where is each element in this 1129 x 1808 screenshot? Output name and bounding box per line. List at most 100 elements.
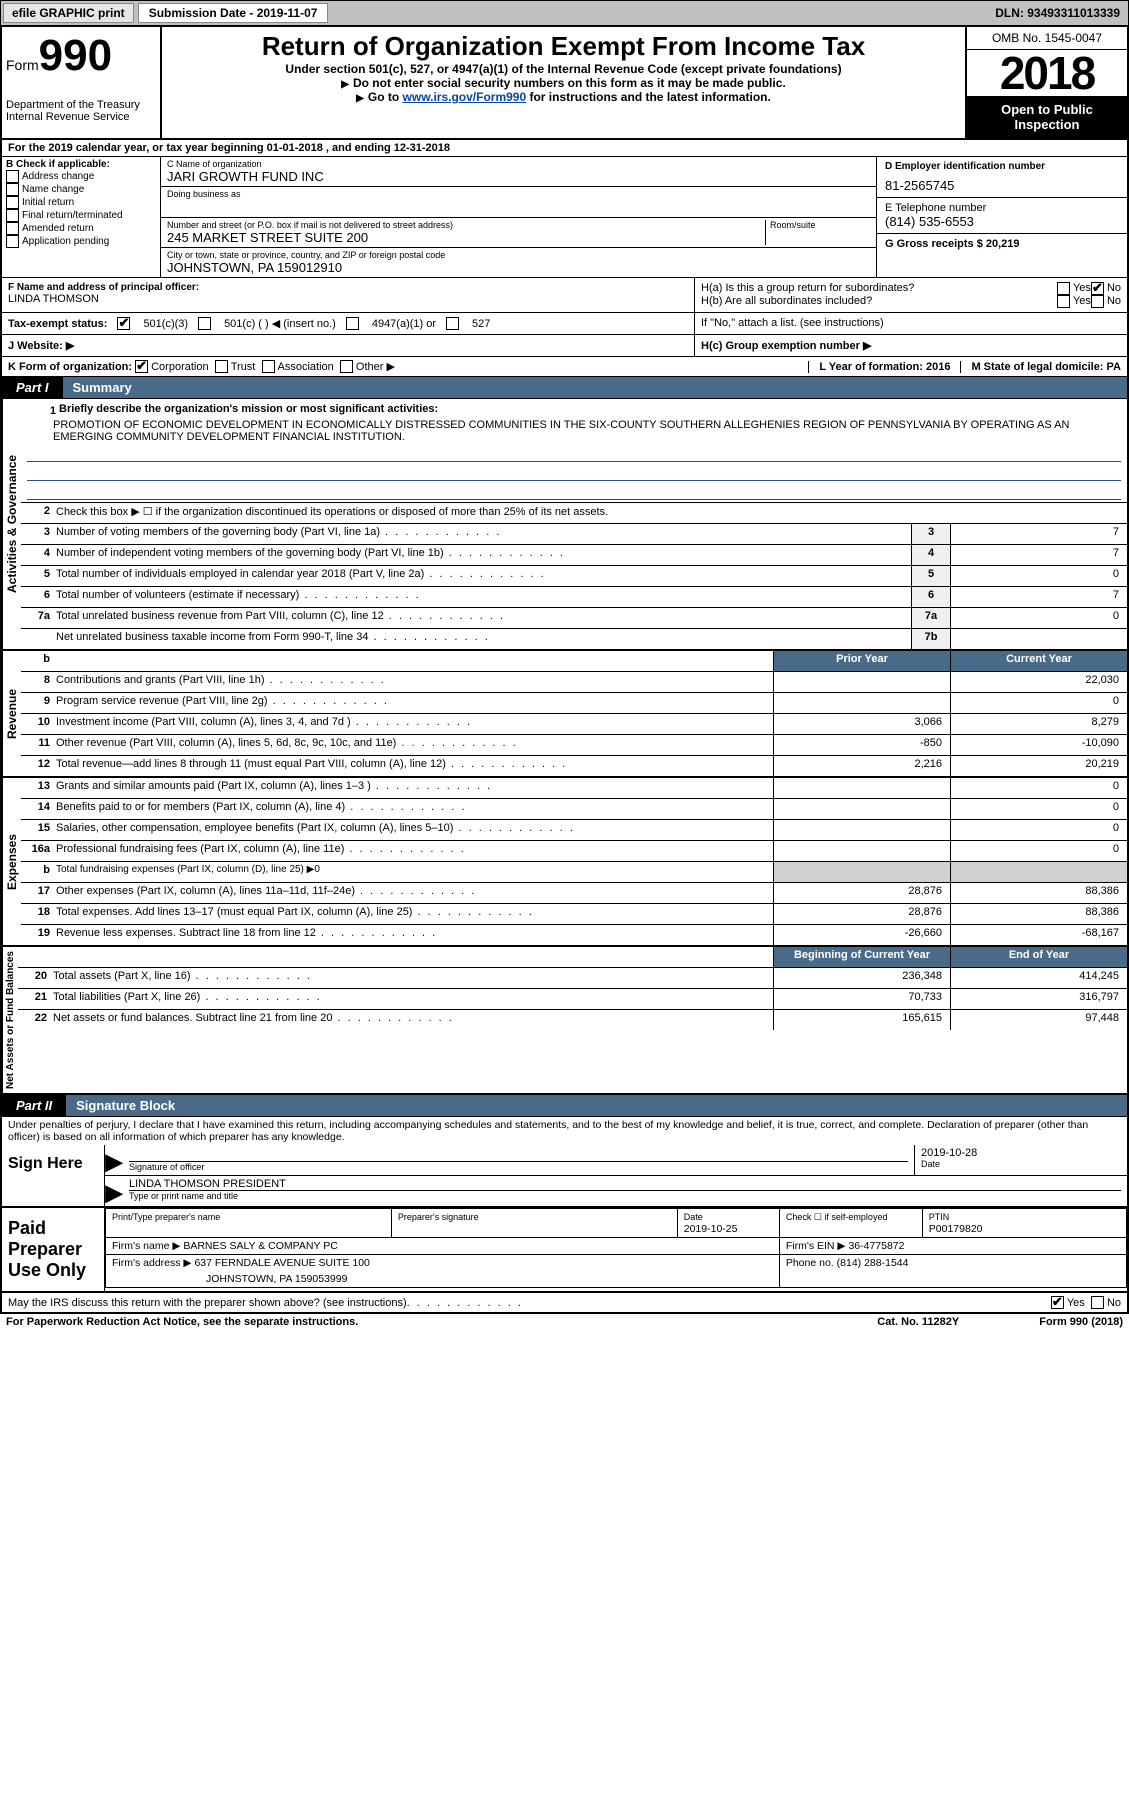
table-row: 22Net assets or fund balances. Subtract … — [18, 1010, 1127, 1030]
city-state-zip: JOHNSTOWN, PA 159012910 — [167, 260, 870, 275]
col-b: B Check if applicable: Address change Na… — [2, 157, 161, 277]
table-row: 11Other revenue (Part VIII, column (A), … — [21, 735, 1127, 756]
g-receipts: G Gross receipts $ 20,219 — [885, 238, 1119, 250]
col-end: End of Year — [950, 947, 1127, 967]
sig-date-label: Date — [921, 1159, 1121, 1169]
tax-year: 2018 — [967, 50, 1127, 96]
efile-print[interactable]: efile GRAPHIC print — [3, 3, 134, 23]
street-address: 245 MARKET STREET SUITE 200 — [167, 230, 765, 245]
no-2: No — [1107, 295, 1121, 308]
cb-4947[interactable] — [346, 317, 359, 330]
prep-name-label: Print/Type preparer's name — [112, 1212, 220, 1222]
c-name-label: C Name of organization — [167, 159, 870, 169]
net-header: Beginning of Current Year End of Year — [18, 947, 1127, 968]
discuss-no[interactable] — [1091, 1296, 1104, 1309]
cb-assoc[interactable] — [262, 360, 275, 373]
part2-title: Signature Block — [66, 1095, 1127, 1116]
submission-date: Submission Date - 2019-11-07 — [138, 3, 329, 23]
section-i: Tax-exempt status: 501(c)(3) 501(c) ( ) … — [0, 313, 1129, 335]
section-bcde: B Check if applicable: Address change Na… — [0, 157, 1129, 278]
table-row: 15Salaries, other compensation, employee… — [21, 820, 1127, 841]
city-label: City or town, state or province, country… — [167, 250, 870, 260]
opt-trust: Trust — [231, 361, 256, 373]
q1-label: Briefly describe the organization's miss… — [59, 403, 438, 419]
paid-preparer-block: Paid Preparer Use Only Print/Type prepar… — [0, 1208, 1129, 1293]
tab-governance: Activities & Governance — [2, 399, 21, 649]
dept-irs: Internal Revenue Service — [6, 111, 156, 123]
rev-header: b Prior Year Current Year — [21, 651, 1127, 672]
discuss-text: May the IRS discuss this return with the… — [8, 1297, 407, 1309]
discuss-yes[interactable] — [1051, 1296, 1064, 1309]
table-row: 19Revenue less expenses. Subtract line 1… — [21, 925, 1127, 945]
cb-pending[interactable] — [6, 235, 19, 248]
b-address: Address change — [22, 171, 94, 182]
table-row: 7aTotal unrelated business revenue from … — [21, 608, 1127, 629]
prep-sig-label: Preparer's signature — [398, 1212, 479, 1222]
table-row: 17Other expenses (Part IX, column (A), l… — [21, 883, 1127, 904]
sign-here-block: Sign Here ▶ Signature of officer 2019-10… — [0, 1145, 1129, 1208]
firm-ein: 36-4775872 — [848, 1240, 904, 1252]
rule-1 — [27, 447, 1121, 462]
firm-name-label: Firm's name ▶ — [112, 1240, 180, 1252]
cb-initial[interactable] — [6, 196, 19, 209]
section-j: J Website: ▶ H(c) Group exemption number… — [0, 335, 1129, 357]
open-inspection: Open to Public Inspection — [967, 96, 1127, 138]
org-name: JARI GROWTH FUND INC — [167, 169, 870, 184]
sig-date: 2019-10-28 — [921, 1147, 1121, 1159]
part1-header: Part I Summary — [0, 377, 1129, 399]
opt-501c: 501(c) ( ) ◀ (insert no.) — [224, 317, 336, 330]
table-row: 21Total liabilities (Part X, line 26)70,… — [18, 989, 1127, 1010]
opt-assoc: Association — [278, 361, 334, 373]
self-emp-label: Check ☐ if self-employed — [786, 1212, 888, 1222]
cb-address[interactable] — [6, 170, 19, 183]
prep-date: 2019-10-25 — [684, 1223, 738, 1235]
cb-name[interactable] — [6, 183, 19, 196]
sig-arrow-1: ▶ — [105, 1145, 123, 1175]
part1-title: Summary — [63, 377, 1127, 398]
opt-501c3: 501(c)(3) — [143, 318, 188, 330]
ptin: P00179820 — [929, 1223, 983, 1235]
part1-tag: Part I — [2, 377, 63, 398]
cb-final[interactable] — [6, 209, 19, 222]
tab-revenue: Revenue — [2, 651, 21, 776]
room-label: Room/suite — [770, 220, 870, 230]
dln: DLN: 93493311013339 — [995, 6, 1126, 20]
preparer-table: Print/Type preparer's name Preparer's si… — [105, 1208, 1127, 1288]
table-row: 5Total number of individuals employed in… — [21, 566, 1127, 587]
mission-text: PROMOTION OF ECONOMIC DEVELOPMENT IN ECO… — [27, 419, 1121, 443]
ha-yes[interactable] — [1057, 282, 1070, 295]
table-row: bTotal fundraising expenses (Part IX, co… — [21, 862, 1127, 883]
b-label: B Check if applicable: — [6, 159, 156, 170]
yes-3: Yes — [1067, 1297, 1085, 1309]
table-row: 9Program service revenue (Part VIII, lin… — [21, 693, 1127, 714]
cb-amended[interactable] — [6, 222, 19, 235]
sig-officer-label: Signature of officer — [129, 1162, 908, 1172]
cb-trust[interactable] — [215, 360, 228, 373]
j-website: J Website: ▶ — [2, 335, 694, 356]
e-label: E Telephone number — [885, 202, 1119, 214]
ha-no[interactable] — [1091, 282, 1104, 295]
block-governance: Activities & Governance 1Briefly describ… — [0, 399, 1129, 651]
firm-phone: (814) 288-1544 — [837, 1257, 909, 1269]
hb-note: If "No," attach a list. (see instruction… — [694, 313, 1127, 334]
table-row: 3Number of voting members of the governi… — [21, 524, 1127, 545]
form-header: Form990 Department of the Treasury Inter… — [0, 26, 1129, 140]
cb-527[interactable] — [446, 317, 459, 330]
opt-other: Other ▶ — [356, 360, 395, 373]
irs-link[interactable]: www.irs.gov/Form990 — [403, 90, 527, 104]
hb-yes[interactable] — [1057, 295, 1070, 308]
cb-501c3[interactable] — [117, 317, 130, 330]
f-label: F Name and address of principal officer: — [8, 282, 688, 293]
officer-typed: LINDA THOMSON PRESIDENT — [129, 1178, 1121, 1191]
col-current: Current Year — [950, 651, 1127, 671]
cb-other[interactable] — [340, 360, 353, 373]
m-state: M State of legal domicile: PA — [960, 361, 1121, 373]
cb-501c[interactable] — [198, 317, 211, 330]
table-row: 20Total assets (Part X, line 16)236,3484… — [18, 968, 1127, 989]
footer-right: Form 990 (2018) — [1039, 1316, 1123, 1328]
cb-corp[interactable] — [135, 360, 148, 373]
hb-no[interactable] — [1091, 295, 1104, 308]
prep-date-label: Date — [684, 1212, 703, 1222]
k-label: K Form of organization: — [8, 361, 132, 373]
dba-label: Doing business as — [167, 189, 870, 199]
